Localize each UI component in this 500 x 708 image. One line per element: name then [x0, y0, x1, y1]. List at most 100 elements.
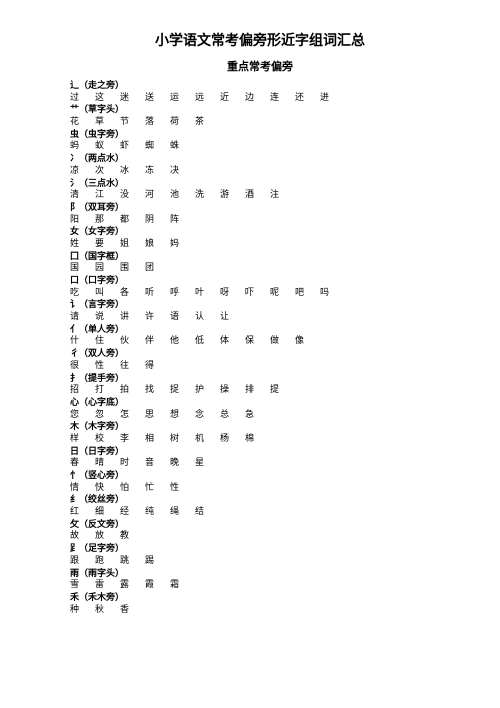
char-cell: 故 — [70, 530, 95, 542]
char-cell: 没 — [120, 189, 145, 201]
section-header: 艹（草字头） — [70, 104, 450, 116]
char-cell: 次 — [95, 165, 120, 177]
char-cell: 往 — [120, 360, 145, 372]
section-header: 阝（双耳旁） — [70, 202, 450, 214]
char-cell: 都 — [120, 214, 145, 226]
char-cell: 进 — [320, 92, 345, 104]
char-cell: 妈 — [170, 238, 195, 250]
char-cell: 杨 — [220, 433, 245, 445]
char-cell: 呀 — [220, 287, 245, 299]
char-cell: 像 — [295, 335, 320, 347]
char-row: 清江没河池洗游酒注 — [70, 189, 450, 201]
char-cell: 时 — [120, 457, 145, 469]
char-cell: 细 — [95, 506, 120, 518]
char-cell: 凉 — [70, 165, 95, 177]
char-cell: 跳 — [120, 555, 145, 567]
char-cell: 棉 — [245, 433, 270, 445]
char-cell: 冰 — [120, 165, 145, 177]
char-cell: 节 — [120, 116, 145, 128]
char-cell: 踢 — [145, 555, 170, 567]
char-cell: 校 — [95, 433, 120, 445]
char-cell: 怕 — [120, 482, 145, 494]
document-page: 小学语文常考偏旁形近字组词汇总 重点常考偏旁 辶（走之旁）过这迷送运远近边连还进… — [0, 0, 500, 625]
char-cell: 蚂 — [70, 140, 95, 152]
char-cell: 边 — [245, 92, 270, 104]
char-cell: 团 — [145, 262, 170, 274]
char-cell: 拍 — [120, 384, 145, 396]
section-header: 囗（国字框） — [70, 251, 450, 263]
section-header: 木（木字旁） — [70, 421, 450, 433]
char-row: 春晴时音晚星 — [70, 457, 450, 469]
char-cell: 呢 — [270, 287, 295, 299]
char-cell: 经 — [120, 506, 145, 518]
section-header: 忄（竖心旁） — [70, 470, 450, 482]
char-row: 跟跑跳踢 — [70, 555, 450, 567]
char-row: 凉次冰冻决 — [70, 165, 450, 177]
char-cell: 伙 — [120, 335, 145, 347]
char-cell: 游 — [220, 189, 245, 201]
char-cell: 叫 — [95, 287, 120, 299]
char-cell: 决 — [170, 165, 195, 177]
section-header: 禾（禾木旁） — [70, 592, 450, 604]
char-cell: 请 — [70, 311, 95, 323]
char-cell: 急 — [245, 409, 270, 421]
char-cell: 招 — [70, 384, 95, 396]
char-cell: 得 — [145, 360, 170, 372]
char-cell: 池 — [170, 189, 195, 201]
char-cell: 低 — [195, 335, 220, 347]
char-cell: 阵 — [170, 214, 195, 226]
char-cell: 李 — [120, 433, 145, 445]
char-cell: 霜 — [170, 579, 195, 591]
char-cell: 相 — [145, 433, 170, 445]
char-cell: 晴 — [95, 457, 120, 469]
section-header: 雨（雨字头） — [70, 568, 450, 580]
section-header: 纟（绞丝旁） — [70, 494, 450, 506]
char-row: 蚂蚁虾蜘蛛 — [70, 140, 450, 152]
char-cell: 过 — [70, 92, 95, 104]
char-cell: 语 — [170, 311, 195, 323]
char-row: 情快怕忙性 — [70, 482, 450, 494]
section-header: 女（女字旁） — [70, 226, 450, 238]
char-row: 什住伙伴他低体保做像 — [70, 335, 450, 347]
char-cell: 注 — [270, 189, 295, 201]
char-cell: 找 — [145, 384, 170, 396]
char-cell: 蚁 — [95, 140, 120, 152]
char-cell: 茶 — [195, 116, 220, 128]
section-header: 讠（言字旁） — [70, 299, 450, 311]
char-row: 故放教 — [70, 530, 450, 542]
char-cell: 捉 — [170, 384, 195, 396]
char-cell: 排 — [245, 384, 270, 396]
char-cell: 提 — [270, 384, 295, 396]
char-cell: 总 — [220, 409, 245, 421]
char-cell: 要 — [95, 238, 120, 250]
char-cell: 听 — [145, 287, 170, 299]
section-header: 冫（两点水） — [70, 153, 450, 165]
char-cell: 洗 — [195, 189, 220, 201]
char-cell: 花 — [70, 116, 95, 128]
section-header: 氵（三点水） — [70, 178, 450, 190]
char-cell: 霞 — [145, 579, 170, 591]
section-header: 亻（单人旁） — [70, 324, 450, 336]
char-cell: 江 — [95, 189, 120, 201]
char-cell: 种 — [70, 604, 95, 616]
char-cell: 香 — [120, 604, 145, 616]
char-row: 招打拍找捉护操排提 — [70, 384, 450, 396]
char-cell: 您 — [70, 409, 95, 421]
char-cell: 放 — [95, 530, 120, 542]
char-cell: 落 — [145, 116, 170, 128]
char-cell: 阳 — [70, 214, 95, 226]
char-cell: 让 — [220, 311, 245, 323]
char-cell: 连 — [270, 92, 295, 104]
section-header: 扌（提手旁） — [70, 373, 450, 385]
char-cell: 露 — [120, 579, 145, 591]
char-cell: 还 — [295, 92, 320, 104]
char-row: 姓要姐娘妈 — [70, 238, 450, 250]
section-header: 心（心字底） — [70, 397, 450, 409]
char-cell: 什 — [70, 335, 95, 347]
char-row: 花草节落荷茶 — [70, 116, 450, 128]
char-cell: 秋 — [95, 604, 120, 616]
char-cell: 呼 — [170, 287, 195, 299]
section-header: 辶（走之旁） — [70, 80, 450, 92]
char-cell: 性 — [170, 482, 195, 494]
char-cell: 打 — [95, 384, 120, 396]
